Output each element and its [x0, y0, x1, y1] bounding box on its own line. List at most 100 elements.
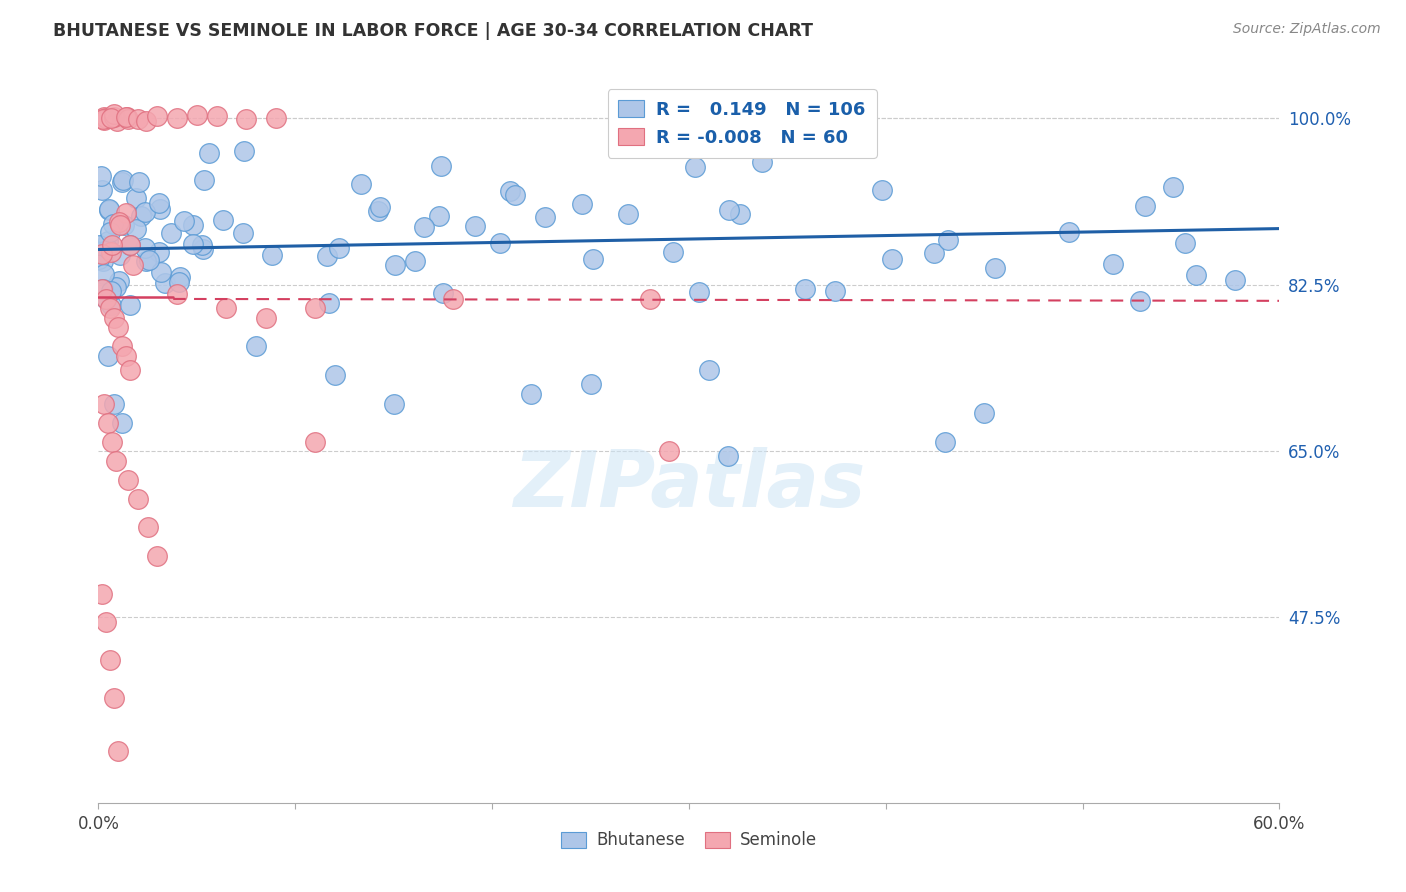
Point: [166, 287, 188, 301]
Point: [135, 114, 157, 128]
Point: [117, 112, 139, 127]
Point: [111, 416, 134, 430]
Point: [499, 184, 522, 198]
Point: [235, 112, 257, 126]
Point: [87, 238, 110, 252]
Point: [1174, 236, 1197, 251]
Point: [111, 173, 134, 187]
Point: [138, 252, 160, 267]
Point: [100, 244, 122, 259]
Point: [89, 244, 111, 259]
Point: [94, 292, 117, 306]
Point: [658, 444, 681, 458]
Point: [159, 226, 181, 240]
Point: [1223, 273, 1246, 287]
Point: [101, 434, 124, 449]
Point: [697, 363, 720, 377]
Legend: Bhutanese, Seminole: Bhutanese, Seminole: [554, 824, 824, 856]
Point: [89, 244, 111, 258]
Point: [315, 249, 337, 263]
Point: [97, 416, 120, 430]
Point: [120, 238, 142, 252]
Point: [323, 368, 346, 382]
Point: [136, 520, 159, 534]
Point: [934, 434, 956, 449]
Point: [103, 691, 125, 706]
Point: [93, 268, 115, 282]
Point: [118, 298, 141, 312]
Point: [215, 301, 238, 316]
Point: [973, 406, 995, 420]
Point: [751, 154, 773, 169]
Point: [1133, 199, 1156, 213]
Point: [91, 587, 114, 601]
Point: [91, 282, 114, 296]
Point: [922, 245, 945, 260]
Point: [105, 280, 128, 294]
Point: [404, 254, 426, 268]
Point: [193, 173, 215, 187]
Point: [93, 254, 115, 268]
Point: [115, 110, 138, 124]
Text: ZIPatlas: ZIPatlas: [513, 447, 865, 523]
Point: [870, 183, 893, 197]
Point: [89, 252, 111, 266]
Point: [638, 292, 661, 306]
Point: [150, 265, 173, 279]
Point: [107, 274, 129, 288]
Point: [127, 491, 149, 506]
Point: [100, 238, 122, 252]
Point: [264, 111, 287, 125]
Point: [111, 175, 134, 189]
Point: [520, 387, 543, 401]
Point: [98, 301, 121, 316]
Point: [412, 219, 434, 234]
Point: [96, 292, 118, 306]
Point: [93, 110, 115, 124]
Point: [97, 243, 120, 257]
Point: [262, 248, 284, 262]
Point: [96, 235, 118, 249]
Point: [232, 226, 254, 240]
Point: [115, 110, 138, 124]
Point: [582, 252, 605, 267]
Point: [90, 246, 112, 260]
Point: [503, 188, 526, 202]
Point: [1102, 257, 1125, 271]
Point: [191, 238, 214, 252]
Point: [100, 298, 122, 312]
Point: [103, 107, 125, 121]
Point: [793, 282, 815, 296]
Point: [318, 296, 340, 310]
Point: [146, 549, 169, 563]
Point: [120, 237, 142, 252]
Point: [114, 205, 136, 219]
Point: [430, 160, 453, 174]
Point: [117, 473, 139, 487]
Point: [432, 285, 454, 300]
Point: [128, 176, 150, 190]
Point: [112, 218, 135, 232]
Point: [110, 248, 132, 262]
Point: [382, 396, 405, 410]
Point: [571, 196, 593, 211]
Point: [118, 363, 141, 377]
Point: [662, 244, 685, 259]
Point: [683, 160, 706, 174]
Point: [1129, 293, 1152, 308]
Point: [129, 209, 152, 223]
Point: [94, 111, 117, 125]
Point: [153, 276, 176, 290]
Point: [489, 235, 512, 250]
Point: [205, 110, 228, 124]
Point: [169, 270, 191, 285]
Point: [464, 219, 486, 233]
Point: [91, 112, 114, 126]
Point: [98, 225, 121, 239]
Point: [211, 213, 233, 227]
Point: [728, 206, 751, 220]
Point: [617, 207, 640, 221]
Point: [882, 252, 904, 266]
Point: [368, 201, 391, 215]
Point: [122, 258, 145, 272]
